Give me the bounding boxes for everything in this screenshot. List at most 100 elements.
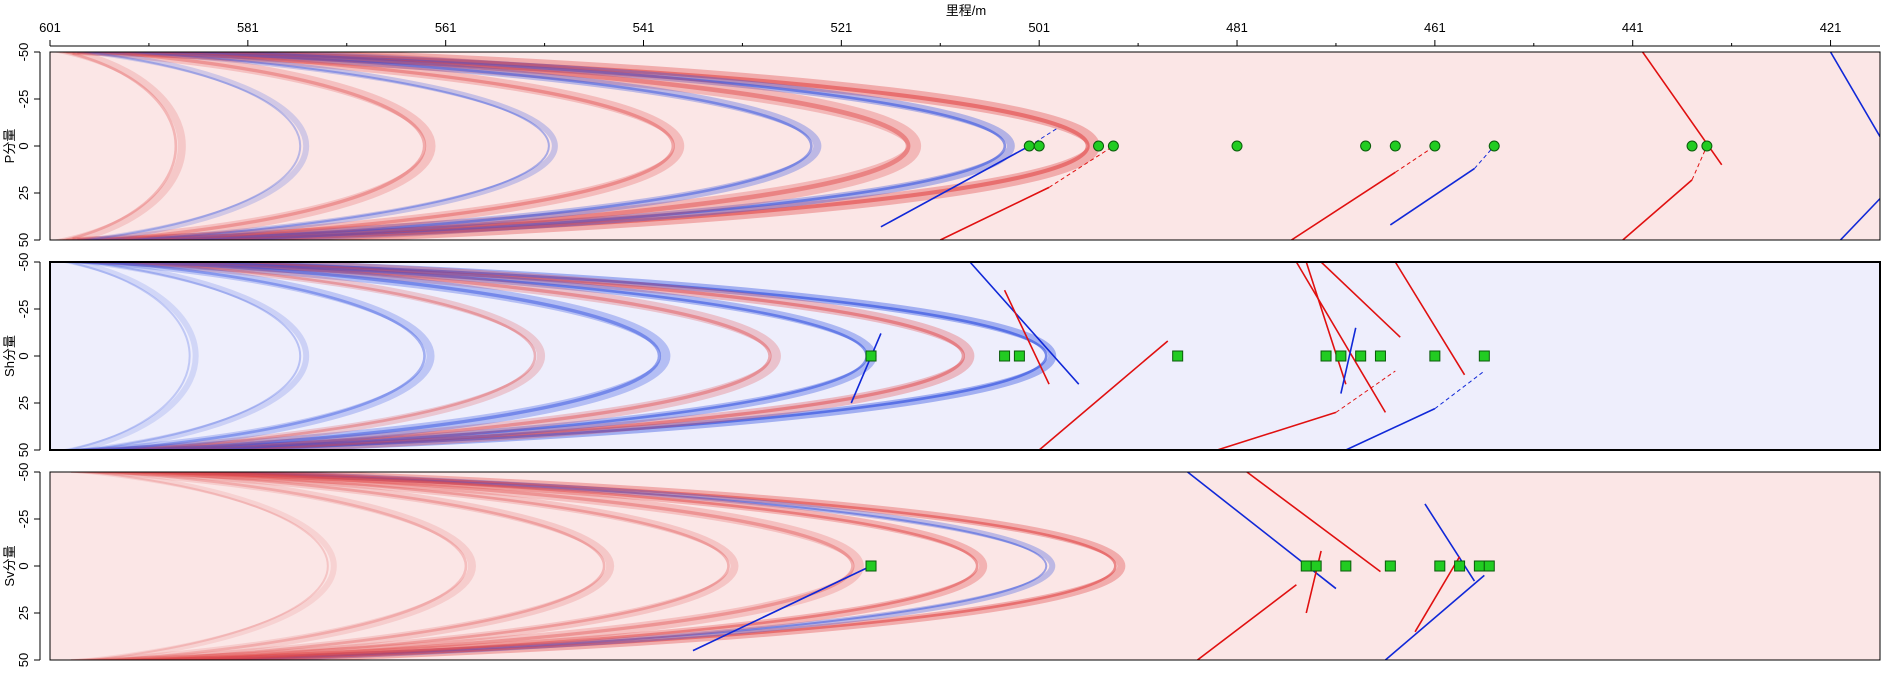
interpreted-line: [969, 262, 1080, 385]
interpreted-line: [692, 565, 872, 652]
y-tick-label: 25: [16, 396, 31, 410]
marker-square: [1300, 560, 1312, 572]
y-tick-label: -50: [16, 43, 31, 62]
y-tick-label: 50: [16, 653, 31, 667]
panel-frame: [49, 51, 1881, 241]
reflection-band: [81, 52, 558, 240]
marker-square: [1355, 350, 1367, 362]
interpreted-line: [1038, 340, 1169, 450]
dashed-extension-line: [1048, 145, 1114, 188]
x-tick-label: 501: [1028, 20, 1050, 35]
interpreted-line: [1424, 503, 1476, 582]
interpreted-line: [1389, 167, 1475, 226]
marker-circle: [1033, 140, 1045, 152]
reflection-band: [65, 262, 309, 450]
y-tick-label: 0: [16, 562, 31, 569]
marker-group: [865, 560, 1495, 572]
reflection-band: [52, 52, 186, 240]
marker-circle: [1701, 140, 1713, 152]
marker-square: [1454, 560, 1466, 572]
panel-p: -50 -25 0 25 50 P分量: [2, 43, 1881, 247]
interpreted-line: [1340, 327, 1357, 394]
marker-square: [1310, 560, 1322, 572]
x-tick-label: 521: [830, 20, 852, 35]
marker-circle: [1686, 140, 1698, 152]
reflection-band: [72, 52, 921, 240]
reflection-band: [65, 52, 309, 240]
marker-square: [1340, 560, 1352, 572]
interpreted-line: [1622, 179, 1693, 240]
heatmap-bands: [60, 472, 1126, 660]
marker-circle: [1023, 140, 1035, 152]
marker-group: [1023, 140, 1713, 152]
x-tick-label: 561: [435, 20, 457, 35]
interpreted-line: [880, 145, 1030, 228]
marker-square: [1478, 350, 1490, 362]
y-tick-label: -25: [16, 90, 31, 109]
reflection-band-core: [175, 472, 1117, 660]
interpreted-line: [850, 333, 882, 404]
y-tick-label: -50: [16, 253, 31, 272]
y-axis: -50 -25 0 25 50 P分量: [2, 43, 41, 247]
marker-square: [865, 350, 877, 362]
marker-square: [1483, 560, 1495, 572]
x-tick-label: 461: [1424, 20, 1446, 35]
panel-frame: [49, 471, 1881, 661]
x-tick-label: 601: [39, 20, 61, 35]
heatmap-background: [50, 472, 1880, 660]
reflection-band-core: [177, 472, 1047, 660]
reflection-band-core: [85, 52, 427, 240]
dashed-extension-line: [1335, 370, 1396, 413]
reflection-band-core: [146, 262, 965, 450]
interpreted-line: [1839, 198, 1880, 240]
reflection-band: [67, 472, 739, 660]
reflection-band-core: [112, 262, 662, 450]
interpreted-line: [1295, 262, 1387, 413]
marker-square: [1013, 350, 1025, 362]
x-tick-label: 481: [1226, 20, 1248, 35]
reflection-band-core: [137, 52, 813, 240]
marker-circle: [1429, 140, 1441, 152]
marker-circle: [1389, 140, 1401, 152]
y-tick-label: 25: [16, 186, 31, 200]
x-tick-label: 441: [1622, 20, 1644, 35]
marker-square: [1473, 560, 1485, 572]
interpreted-line: [1345, 407, 1436, 450]
reflection-band: [70, 52, 822, 240]
heatmap-background: [50, 52, 1880, 240]
marker-square: [1429, 350, 1441, 362]
y-tick-label: 0: [16, 142, 31, 149]
reflection-band-core: [114, 52, 675, 240]
marker-square: [1172, 350, 1184, 362]
marker-circle: [1488, 140, 1500, 152]
panel-ylabel: Sh分量: [2, 335, 17, 377]
interpretation-lines: [850, 262, 1485, 450]
reflection-band: [62, 262, 545, 450]
panel-ylabel: Sv分量: [2, 545, 17, 586]
reflection-band: [59, 262, 435, 450]
marker-square: [1320, 350, 1332, 362]
y-tick-label: 25: [16, 606, 31, 620]
panel-sv: -50 -25 0 25 50 Sv分量: [2, 463, 1881, 667]
reflection-band: [74, 472, 987, 660]
marker-square: [865, 560, 877, 572]
reflection-band-core: [59, 52, 178, 240]
interpreted-line: [1003, 289, 1050, 385]
interpreted-line: [1290, 171, 1396, 240]
interpreted-line: [1394, 262, 1466, 376]
panel-ylabel: P分量: [2, 129, 17, 164]
y-tick-label: 50: [16, 233, 31, 247]
y-tick-label: -25: [16, 300, 31, 319]
reflection-band-core: [161, 52, 1007, 240]
y-tick-label: -50: [16, 463, 31, 482]
marker-square: [1374, 350, 1386, 362]
y-axis: -50 -25 0 25 50 Sh分量: [2, 253, 41, 457]
x-axis-title: 里程/m: [946, 3, 986, 18]
reflection-band: [59, 52, 436, 240]
interpreted-line: [1320, 262, 1401, 338]
interpretation-lines: [880, 52, 1880, 240]
reflection-band-core: [104, 262, 537, 450]
y-tick-label: 50: [16, 443, 31, 457]
x-tick-label: 541: [633, 20, 655, 35]
